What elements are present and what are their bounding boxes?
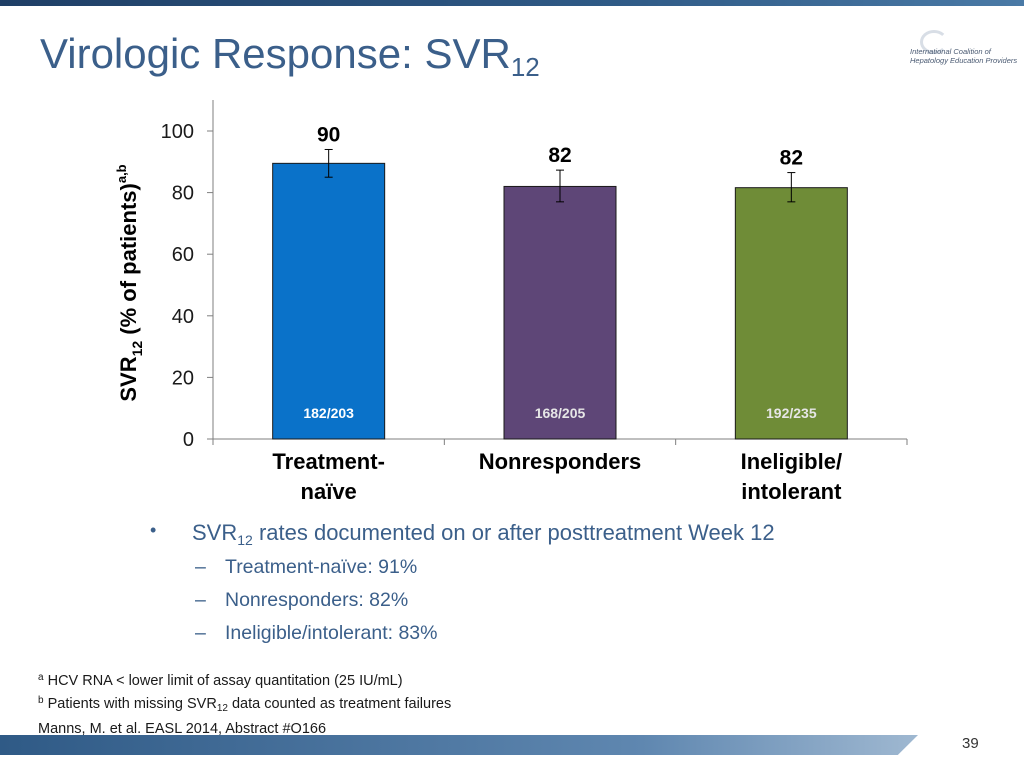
- sub-bullet-text: Ineligible/intolerant: 83%: [225, 622, 438, 644]
- count-label: 168/205: [535, 405, 586, 421]
- page-number: 39: [962, 735, 979, 752]
- y-tick-label: 0: [183, 429, 194, 451]
- footnote-b: b Patients with missing SVR12 data count…: [38, 695, 452, 714]
- count-label: 182/203: [303, 405, 354, 421]
- bar: [503, 185, 617, 440]
- bullet-main-text: SVR12 rates documented on or after postt…: [192, 520, 775, 548]
- data-label: 90: [317, 123, 340, 146]
- dash-icon: –: [195, 622, 206, 644]
- y-axis-label: SVR12 (% of patients)a,b: [114, 164, 145, 401]
- x-category-label: intolerant: [741, 479, 842, 504]
- bottom-accent-bar: [0, 735, 918, 755]
- y-tick-label: 80: [172, 183, 194, 205]
- count-label: 192/235: [766, 405, 817, 421]
- bullet-dot-icon: •: [150, 520, 157, 540]
- bar: [272, 162, 386, 440]
- sub-bullet-text: Treatment-naïve: 91%: [225, 556, 418, 578]
- sub-bullet-text: Nonresponders: 82%: [225, 589, 409, 611]
- data-label: 82: [548, 144, 571, 167]
- y-axis-title: SVR12 (% of patients)a,b: [114, 164, 145, 401]
- svr-bar-chart: SVR12 (% of patients)a,b 0 20 40 60 80 100 90…: [114, 100, 908, 504]
- y-tick-label: 40: [172, 306, 194, 328]
- x-category-label: naïve: [301, 479, 357, 504]
- footnote-a: a HCV RNA < lower limit of assay quantit…: [38, 672, 403, 689]
- dash-icon: –: [195, 556, 206, 578]
- citation: Manns, M. et al. EASL 2014, Abstract #O1…: [38, 721, 327, 737]
- iche-logo: International Coalition of Hepatology Ed…: [900, 30, 1017, 70]
- bar: [734, 187, 848, 440]
- slide-title: Virologic Response: SVR12: [40, 30, 540, 82]
- x-category-label: Treatment-: [272, 449, 384, 474]
- data-label: 82: [780, 147, 803, 170]
- x-category-label: Nonresponders: [479, 449, 642, 474]
- chart-labels: 90 182/203 Treatment-naïve 82 168/205 Nonresp…: [272, 123, 842, 504]
- chart-bars: [272, 148, 848, 440]
- y-tick-label: 60: [172, 244, 194, 266]
- x-category-label: Ineligible/: [741, 449, 842, 474]
- top-accent-bar: [0, 0, 1024, 6]
- logo-text: International Coalition of Hepatology Ed…: [910, 47, 1018, 65]
- footnotes: a HCV RNA < lower limit of assay quantit…: [38, 668, 451, 739]
- logo-mark-icon: [920, 30, 948, 54]
- dash-icon: –: [195, 589, 206, 611]
- y-tick-label: 20: [172, 367, 194, 389]
- y-tick-label: 100: [161, 121, 194, 143]
